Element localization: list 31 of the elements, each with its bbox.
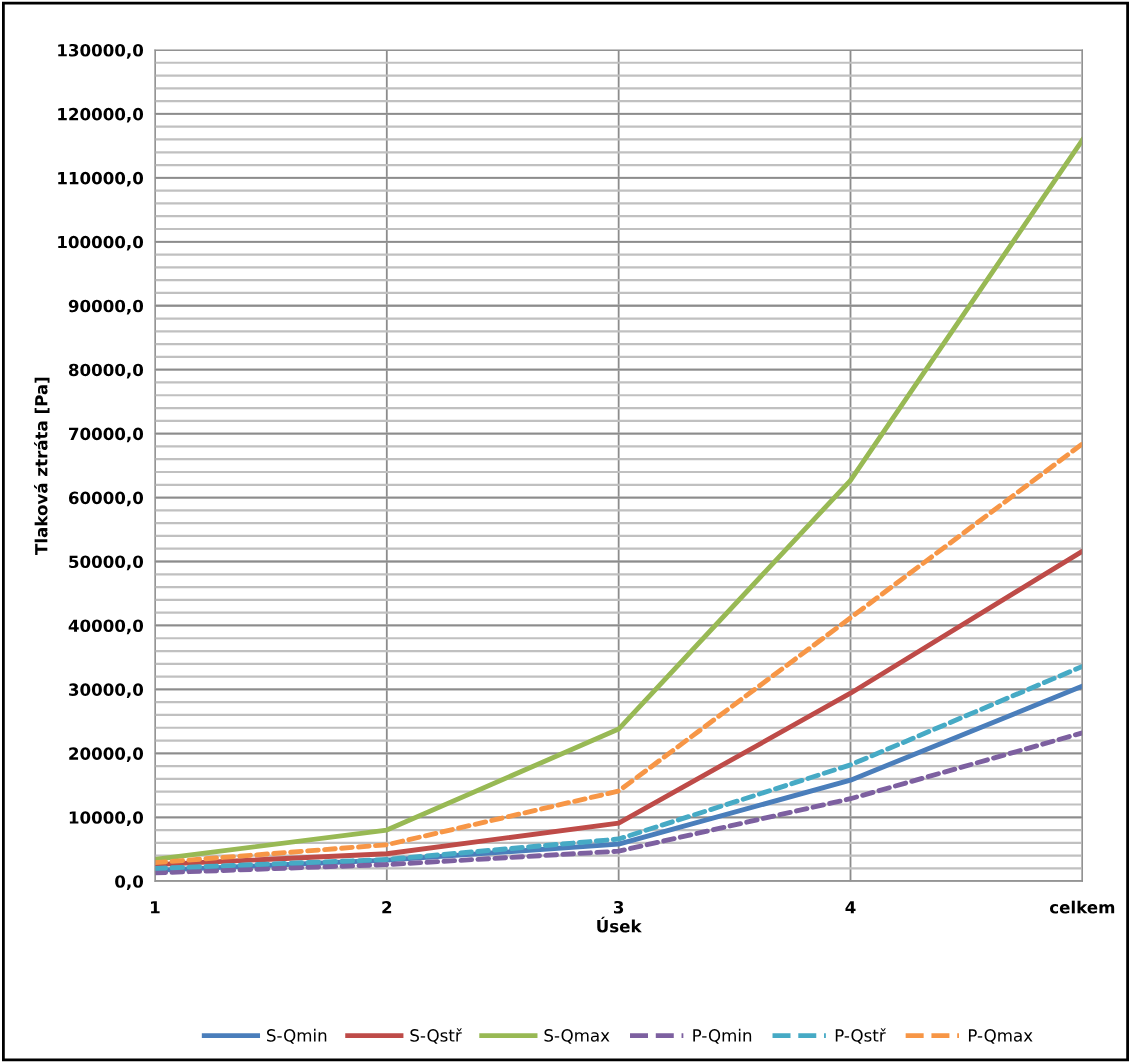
y-tick-label: 80000,0 (68, 363, 144, 379)
legend-label: S-Qmin (267, 1028, 327, 1044)
y-tick-label: 60000,0 (68, 491, 144, 507)
y-tick-label: 40000,0 (68, 619, 144, 635)
legend-label: P-Qmax (968, 1029, 1033, 1044)
y-tick-label: 10000,0 (69, 811, 144, 826)
line-series (154, 730, 1083, 876)
y-tick-label: 90000,0 (68, 299, 144, 315)
y-tick-label: 120000,0 (58, 107, 144, 123)
y-tick-label: 100000,0 (58, 235, 144, 251)
y-tick-label: 130000,0 (58, 43, 144, 59)
y-tick-label: 50000,0 (69, 555, 144, 571)
x-tick-label: 4 (845, 901, 856, 914)
y-tick-label: 110000,0 (58, 171, 144, 187)
x-tick-label: 1 (151, 901, 160, 914)
y-axis-title: Tlaková ztráta [Pa] (33, 377, 50, 555)
x-tick-label: 2 (382, 900, 392, 914)
legend-label: P-Qmin (693, 1028, 752, 1044)
y-tick-label: 30000,0 (69, 683, 144, 699)
line-series (154, 441, 1083, 866)
line-series (154, 548, 1083, 868)
x-tick-label: celkem (1049, 900, 1115, 914)
line-series (154, 137, 1083, 862)
legend-label: S-Qmax (544, 1029, 610, 1044)
y-tick-label: 70000,0 (69, 427, 144, 443)
legend-label: P-Qstř (835, 1028, 886, 1044)
legend-label: S-Qstř (410, 1028, 462, 1044)
x-axis-title: Úsek (597, 916, 642, 933)
y-tick-label: 20000,0 (69, 747, 144, 763)
x-tick-label: 3 (613, 900, 624, 914)
y-tick-label: 0,0 (115, 875, 144, 890)
